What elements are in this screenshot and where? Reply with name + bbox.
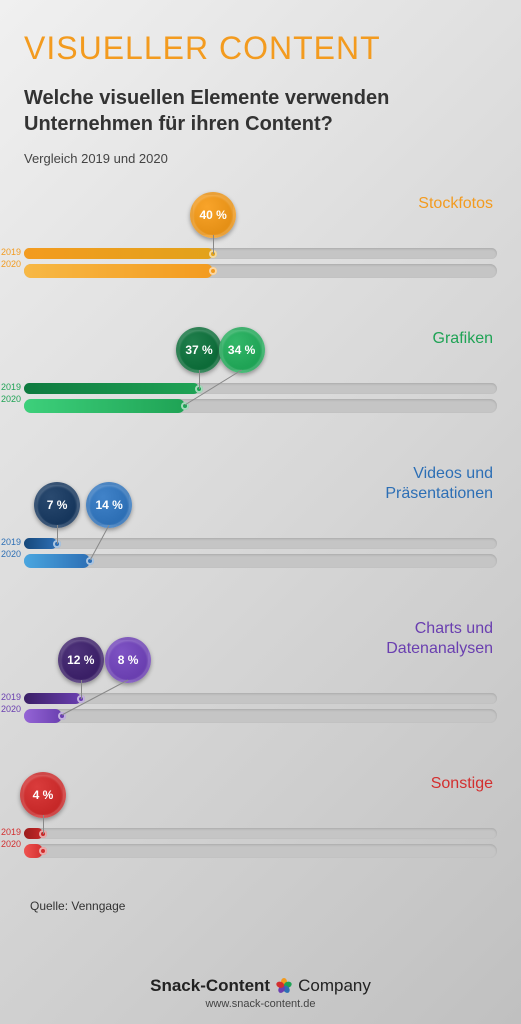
bar-track [24,844,497,858]
value-badge: 37 % [176,327,222,373]
bars-wrap: 201920207 %14 % [24,538,497,568]
value-badge: 7 % [34,482,80,528]
value-badge: 8 % [105,637,151,683]
brand-bold: Snack-Content [150,976,270,996]
connector-line [213,235,214,254]
subtitle: Welche visuellen Elemente verwenden Unte… [24,85,497,137]
page-title: VISUELLER CONTENT [24,30,497,67]
chart-row: Stockfotos 2019202040 % [24,194,497,283]
chart-row: Sonstige 201920204 % [24,774,497,863]
bar-end-dot [209,267,217,275]
value-badge: 40 % [190,192,236,238]
connector-line [24,525,497,560]
value-badge: 12 % [58,637,104,683]
source-line: Quelle: Venngage [30,899,497,913]
brand-url: www.snack-content.de [0,998,521,1010]
bars-wrap: 2019202037 %34 % [24,383,497,413]
bar-fill [24,264,213,278]
chart-row: Grafiken2019202037 %34 % [24,329,497,418]
year-labels: 20192020 [0,246,24,270]
year-labels: 20192020 [0,826,24,850]
bar-end-dot [39,847,47,855]
chart-row: Charts undDatenanalysen2019202012 %8 % [24,619,497,728]
connector-line [24,370,497,405]
bar-track [24,264,497,278]
bar-track [24,248,497,259]
brand-light: Company [298,976,371,996]
bar-fill [24,248,213,259]
footer: Snack-Content Company www.snack-content.… [0,976,521,1010]
flower-icon [276,978,292,994]
bars-wrap: 2019202040 % [24,248,497,278]
bars-wrap: 201920204 % [24,828,497,858]
value-badge: 34 % [219,327,265,373]
value-badge: 14 % [86,482,132,528]
brand: Snack-Content Company [150,976,371,996]
year-labels: 20192020 [0,381,24,405]
value-badge: 4 % [20,772,66,818]
bars-wrap: 2019202012 %8 % [24,693,497,723]
year-labels: 20192020 [0,536,24,560]
row-label: Sonstige [24,774,497,794]
year-labels: 20192020 [0,691,24,715]
connector-line [43,815,44,834]
compare-line: Vergleich 2019 und 2020 [24,151,497,166]
chart-rows: Stockfotos 2019202040 % Grafiken2019202037… [24,194,497,863]
bar-track [24,828,497,839]
connector-line [24,680,497,715]
chart-row: Videos undPräsentationen201920207 %14 % [24,464,497,573]
row-label: Stockfotos [24,194,497,214]
